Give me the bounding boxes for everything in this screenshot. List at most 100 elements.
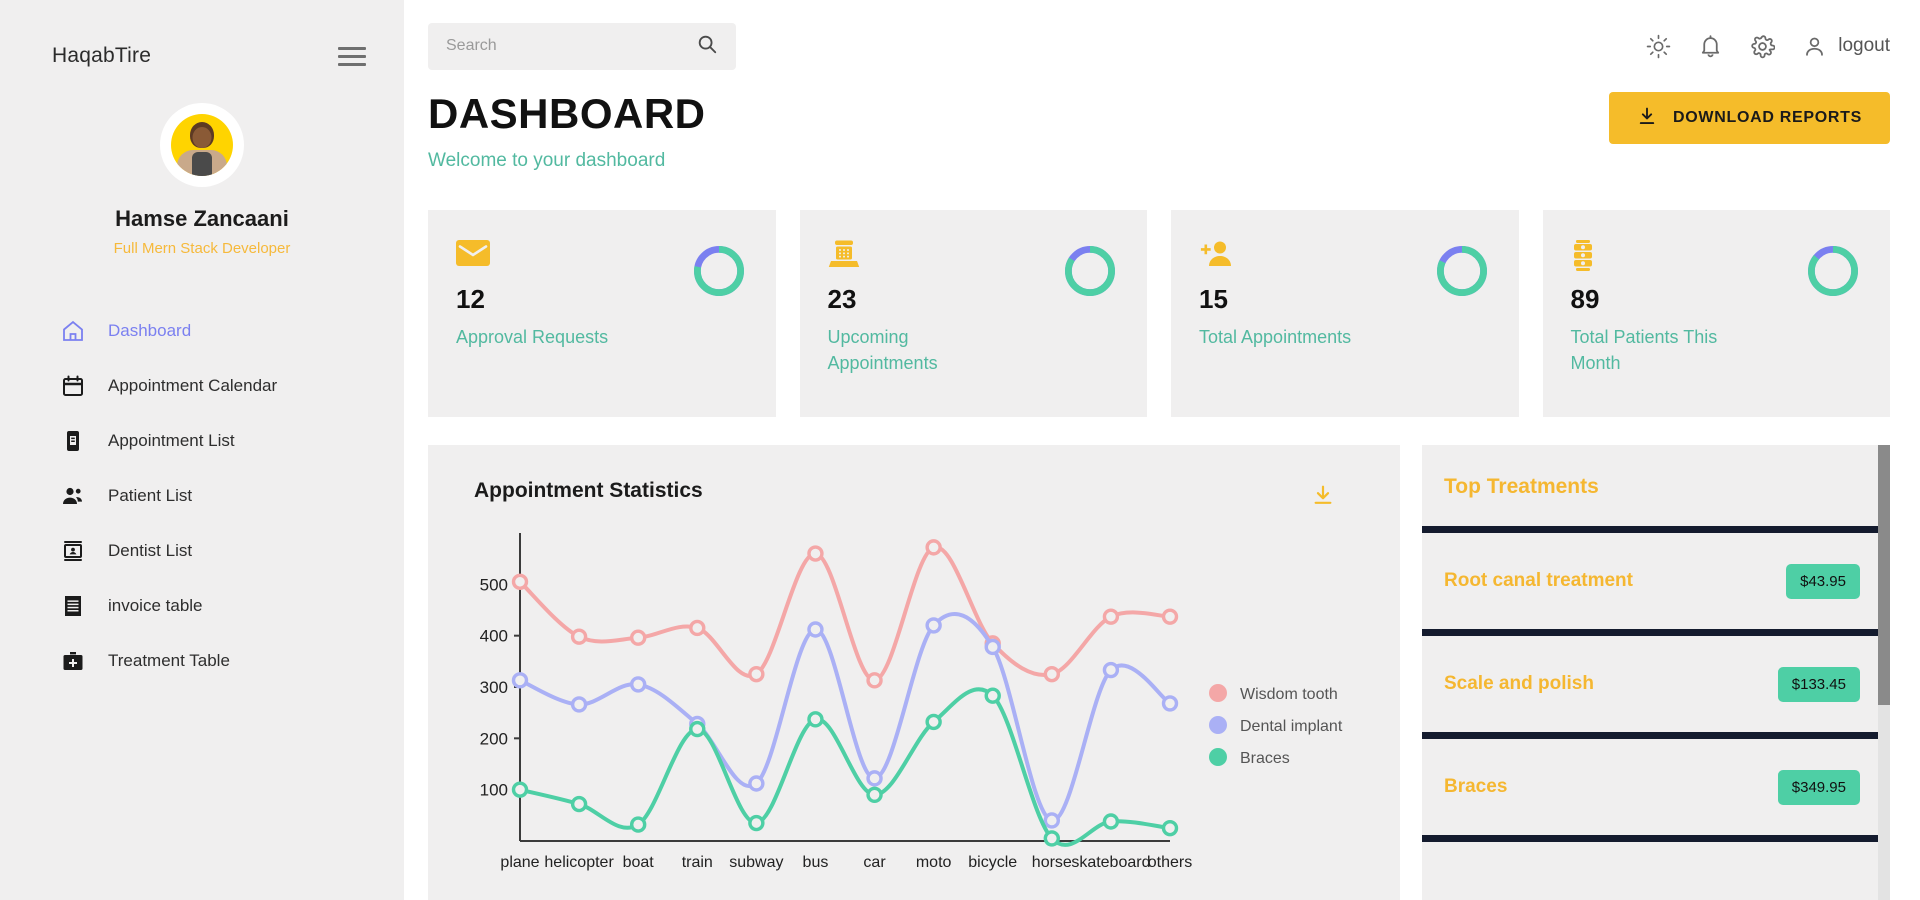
svg-text:plane: plane (500, 854, 539, 871)
svg-text:300: 300 (480, 678, 508, 697)
search-box[interactable] (428, 22, 736, 70)
person-icon[interactable] (1802, 34, 1827, 59)
svg-text:200: 200 (480, 729, 508, 748)
hamburger-icon[interactable] (338, 46, 366, 66)
people-icon (60, 483, 86, 509)
download-icon (1637, 106, 1657, 131)
page-title: DASHBOARD (428, 90, 706, 137)
brand-name: HaqabTire (52, 44, 152, 67)
svg-text:Wisdom tooth: Wisdom tooth (1240, 686, 1338, 703)
avatar[interactable] (165, 108, 239, 182)
progress-ring (1808, 246, 1858, 296)
logout-button[interactable]: logout (1838, 35, 1890, 56)
mobile-icon (60, 428, 86, 454)
chart-download-icon[interactable] (1312, 483, 1334, 512)
stat-card-approval-requests[interactable]: 12 Approval Requests (428, 210, 776, 417)
search-icon[interactable] (696, 33, 718, 60)
stat-card-total-patients[interactable]: 89 Total Patients This Month (1542, 210, 1890, 417)
calendar-icon (60, 373, 86, 399)
svg-text:skateboard: skateboard (1071, 854, 1150, 871)
appointment-statistics-panel: Appointment Statistics 100 200 300 400 500 pl… (428, 445, 1400, 900)
page-subtitle: Welcome to your dashboard (428, 150, 666, 171)
sidebar-item-patient-list[interactable]: Patient List (0, 468, 404, 523)
profile-name: Hamse Zancaani (115, 206, 289, 231)
svg-text:car: car (863, 854, 886, 871)
treatment-price: $133.45 (1777, 666, 1860, 702)
chart-title: Appointment Statistics (474, 479, 703, 502)
stat-cards: 12 Approval Requests (404, 172, 1920, 417)
avatar-image (171, 114, 233, 176)
stat-label: Upcoming Appointments (827, 327, 938, 374)
sidebar-item-dashboard[interactable]: Dashboard (0, 303, 404, 358)
sidebar-item-label: Appointment List (108, 430, 235, 450)
divider (1422, 835, 1890, 842)
progress-ring (1065, 246, 1115, 296)
sidebar-item-label: Dashboard (108, 320, 192, 340)
sun-icon[interactable] (1646, 34, 1671, 59)
main-content: logout DASHBOARD Welcome to your dashboa… (404, 0, 1920, 900)
svg-text:500: 500 (480, 575, 508, 594)
divider (1422, 526, 1890, 533)
divider (1422, 629, 1890, 636)
svg-text:Dental implant: Dental implant (1240, 718, 1343, 735)
sidebar-item-treatment-table[interactable]: Treatment Table (0, 633, 404, 688)
svg-text:moto: moto (916, 854, 952, 871)
treatment-row[interactable]: Braces $349.95 (1422, 739, 1890, 835)
svg-text:bicycle: bicycle (968, 854, 1017, 871)
hamburger-bar (338, 62, 366, 66)
svg-text:bus: bus (803, 854, 829, 871)
stat-card-total-appointments[interactable]: 15 Total Appointments (1171, 210, 1519, 417)
gear-icon[interactable] (1750, 34, 1776, 59)
sidebar-item-label: Appointment Calendar (108, 375, 278, 395)
svg-text:boat: boat (623, 854, 655, 871)
download-reports-button[interactable]: DOWNLOAD REPORTS (1609, 92, 1890, 144)
sidebar-item-appointment-calendar[interactable]: Appointment Calendar (0, 358, 404, 413)
treatment-name: Scale and polish (1444, 673, 1594, 694)
treatment-row[interactable]: Root canal treatment $43.95 (1422, 533, 1890, 629)
svg-text:subway: subway (729, 854, 783, 871)
id-card-icon (60, 538, 86, 564)
divider (1422, 732, 1890, 739)
stat-value: 15 (1199, 284, 1228, 314)
search-input[interactable] (446, 37, 686, 55)
svg-text:helicopter: helicopter (544, 854, 614, 871)
scrollbar-thumb[interactable] (1878, 445, 1890, 705)
medical-bag-icon (60, 648, 86, 674)
sidebar-nav: Dashboard Appointment Calendar (0, 303, 404, 688)
treatment-price: $349.95 (1777, 769, 1860, 805)
sidebar-item-appointment-list[interactable]: Appointment List (0, 413, 404, 468)
lower-section: Appointment Statistics 100 200 300 400 500 pl… (404, 417, 1920, 900)
home-icon (60, 318, 86, 344)
top-treatments-title: Top Treatments (1444, 475, 1599, 498)
topbar-actions: logout (1646, 34, 1890, 59)
svg-text:400: 400 (480, 627, 508, 646)
treatment-row[interactable]: Scale and polish $133.45 (1422, 636, 1890, 732)
top-treatments-panel: Top Treatments Root canal treatment $43.… (1422, 445, 1890, 900)
sidebar-item-label: Dentist List (108, 540, 193, 560)
cash-register-icon (828, 240, 1120, 274)
profile-role: Full Mern Stack Developer (113, 240, 291, 257)
stat-value: 89 (1570, 284, 1600, 314)
bell-icon[interactable] (1698, 34, 1723, 59)
treatments-scrollbar[interactable] (1878, 445, 1890, 900)
sidebar-item-invoice-table[interactable]: invoice table (0, 578, 404, 633)
add-person-icon (1199, 240, 1491, 274)
stat-label: Approval Requests (456, 327, 609, 347)
treatment-price: $43.95 (1786, 563, 1860, 599)
download-reports-label: DOWNLOAD REPORTS (1673, 109, 1862, 126)
page-header: DASHBOARD Welcome to your dashboard DOWN… (404, 74, 1920, 172)
progress-ring (693, 246, 744, 296)
svg-text:others: others (1148, 854, 1192, 871)
stat-card-upcoming-appointments[interactable]: 23 Upcoming Appointments (799, 210, 1147, 417)
hamburger-bar (338, 54, 366, 58)
receipt-icon (60, 593, 86, 619)
treatment-name: Root canal treatment (1444, 570, 1633, 591)
svg-text:train: train (682, 854, 713, 871)
envelope-icon (456, 240, 748, 274)
hamburger-bar (338, 46, 366, 50)
sidebar-item-dentist-list[interactable]: Dentist List (0, 523, 404, 578)
progress-ring (1436, 246, 1487, 296)
topbar: logout (404, 0, 1920, 74)
